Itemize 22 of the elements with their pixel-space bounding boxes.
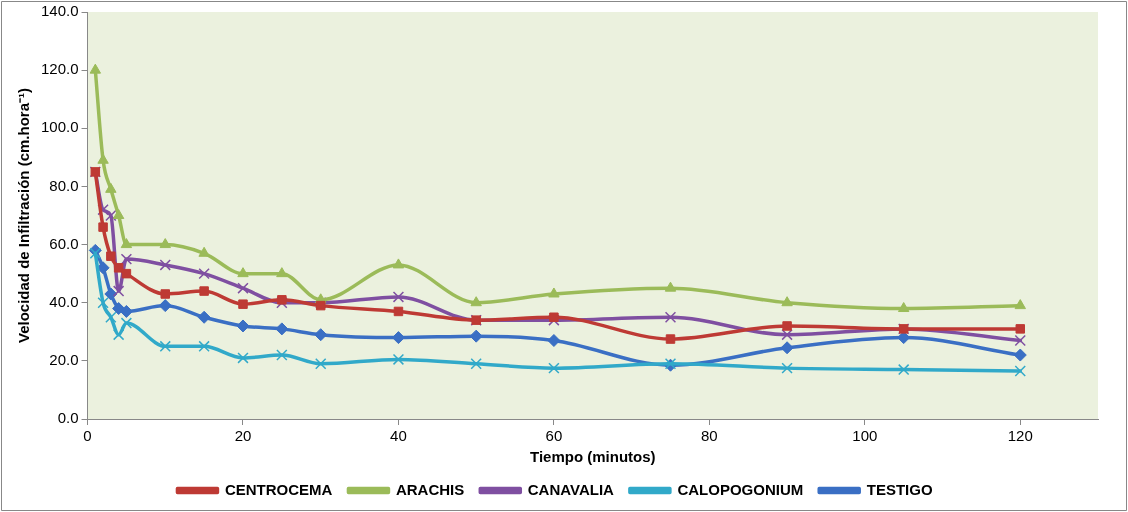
- y-tick-label: 120.0: [40, 60, 79, 78]
- x-tick-label: 80: [701, 427, 718, 445]
- x-tick-label: 20: [234, 427, 252, 445]
- legend-label: TESTIGO: [866, 480, 933, 498]
- y-tick-label: 100.0: [40, 118, 79, 136]
- x-tick-label: 40: [390, 427, 407, 445]
- y-tick-label: 0.0: [57, 409, 79, 427]
- x-tick-label: 120: [1007, 427, 1033, 445]
- x-tick-label: 60: [545, 427, 563, 445]
- y-tick-label: 20.0: [49, 351, 79, 368]
- y-tick-label: 40.0: [49, 292, 79, 310]
- y-tick-label: 140.0: [40, 2, 79, 20]
- legend-label: ARACHIS: [395, 480, 465, 498]
- y-tick-label: 80.0: [49, 176, 79, 194]
- legend-label: CENTROCEMA: [224, 480, 333, 498]
- y-axis-title: Velocidad de Infiltración (cm.hora⁻¹): [15, 87, 33, 344]
- legend-label: CANAVALIA: [527, 480, 615, 498]
- legend-label: CALOPOGONIUM: [677, 480, 804, 498]
- x-axis-title: Tiempo (minutos): [529, 448, 656, 466]
- y-tick-label: 60.0: [49, 234, 79, 252]
- x-tick-label: 100: [852, 427, 878, 445]
- x-tick-label: 0: [83, 427, 92, 445]
